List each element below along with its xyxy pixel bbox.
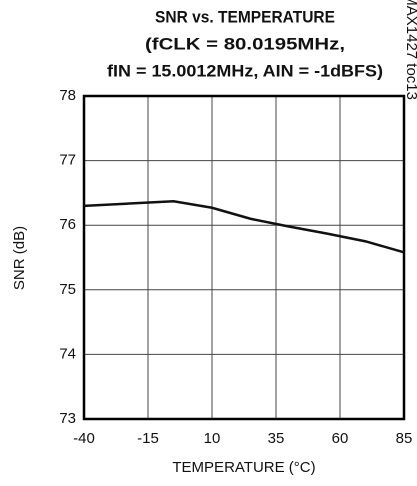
x-tick-label: 35	[268, 430, 285, 447]
chart-title: fIN = 15.0012MHz, AIN = -1dBFS)	[107, 61, 383, 80]
y-axis-label: SNR (dB)	[11, 226, 28, 290]
x-tick-label: 60	[332, 430, 349, 447]
y-tick-label: 76	[59, 216, 76, 233]
data-line	[83, 200, 405, 254]
y-tick-label: 73	[59, 410, 76, 427]
x-tick-label: 85	[396, 430, 413, 447]
y-tick-label: 78	[59, 87, 76, 104]
chart-title: (fCLK = 80.0195MHz,	[145, 34, 345, 53]
x-tick-label: 10	[204, 430, 221, 447]
y-tick-label: 77	[59, 152, 76, 169]
annotation: MAX1427 toc13	[403, 0, 417, 100]
x-axis-label: TEMPERATURE (°C)	[172, 459, 315, 476]
plot-frame	[82, 94, 406, 421]
y-tick-label: 74	[59, 345, 76, 362]
x-tick-label: -40	[73, 430, 95, 447]
chart-title: SNR vs. TEMPERATURE	[155, 7, 335, 26]
y-tick-label: 75	[59, 281, 76, 298]
x-tick-label: -15	[137, 430, 159, 447]
